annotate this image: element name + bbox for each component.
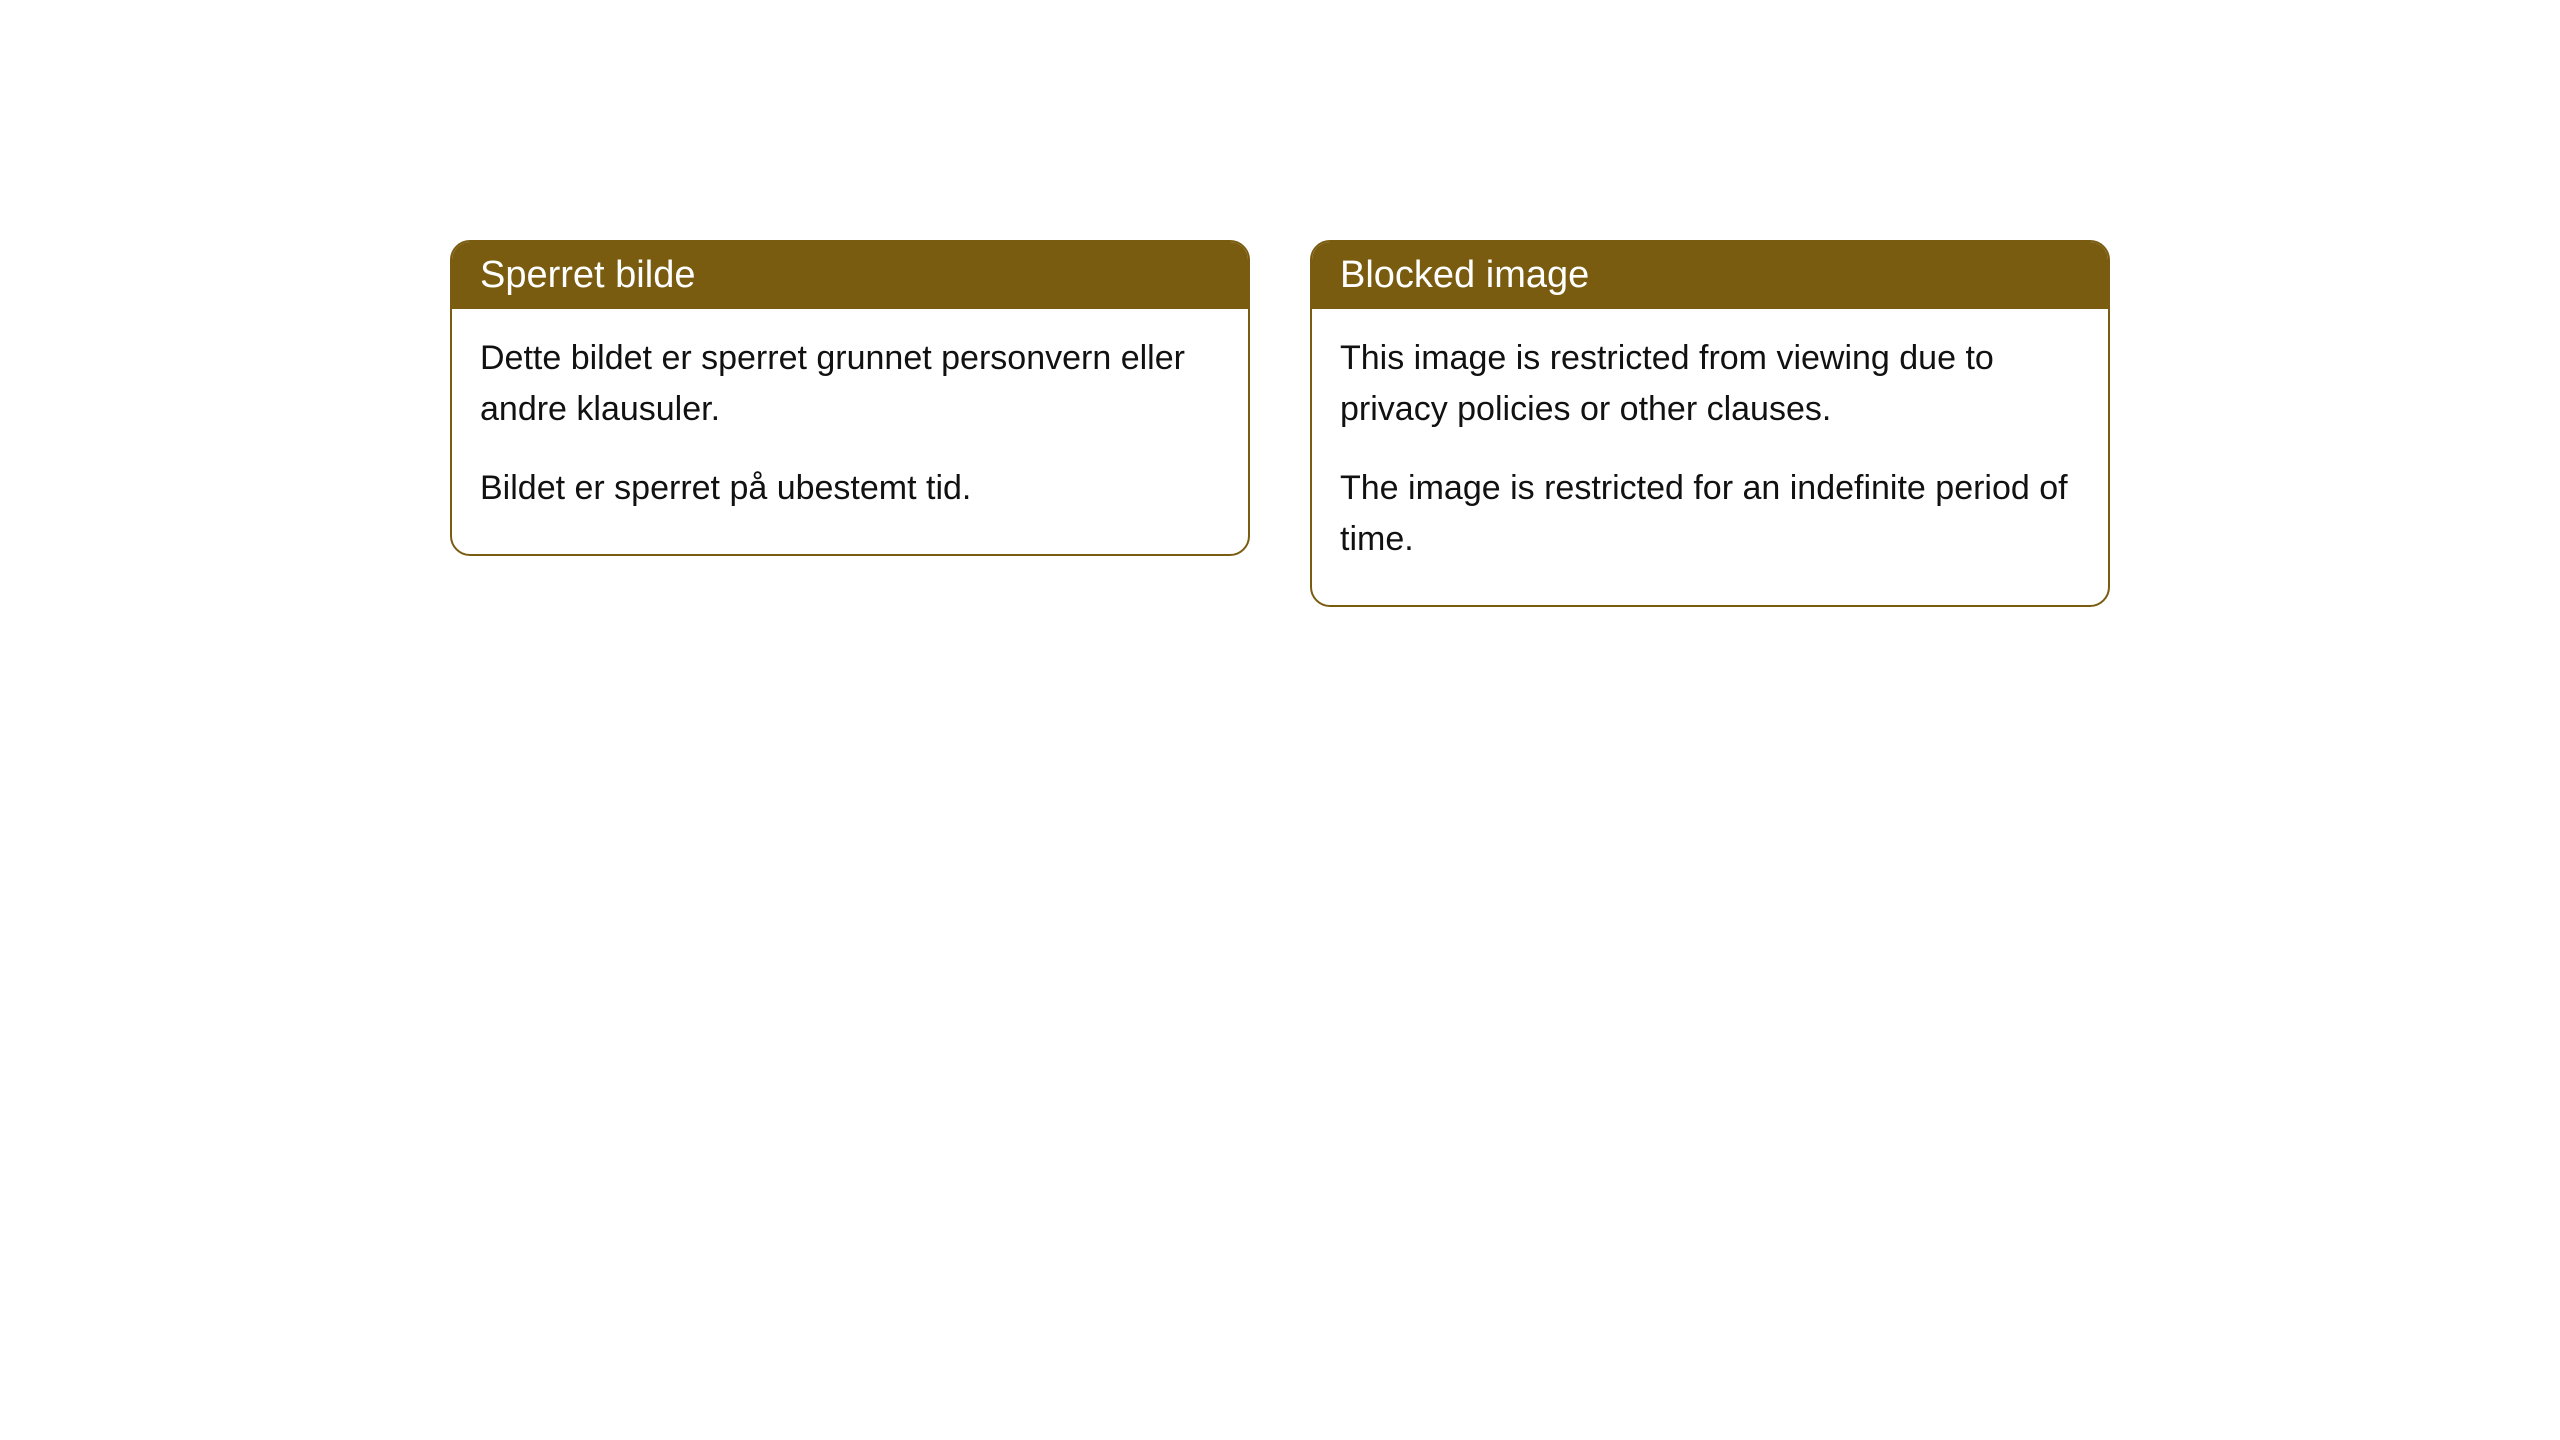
card-paragraph: Bildet er sperret på ubestemt tid. xyxy=(480,463,1220,514)
card-body-english: This image is restricted from viewing du… xyxy=(1312,309,2108,605)
card-paragraph: This image is restricted from viewing du… xyxy=(1340,333,2080,435)
card-header-norwegian: Sperret bilde xyxy=(452,242,1248,309)
card-body-norwegian: Dette bildet er sperret grunnet personve… xyxy=(452,309,1248,554)
notice-cards-container: Sperret bilde Dette bildet er sperret gr… xyxy=(0,0,2560,847)
blocked-image-card-english: Blocked image This image is restricted f… xyxy=(1310,240,2110,607)
card-paragraph: Dette bildet er sperret grunnet personve… xyxy=(480,333,1220,435)
card-header-english: Blocked image xyxy=(1312,242,2108,309)
blocked-image-card-norwegian: Sperret bilde Dette bildet er sperret gr… xyxy=(450,240,1250,556)
card-title: Sperret bilde xyxy=(480,254,695,296)
card-title: Blocked image xyxy=(1340,254,1589,296)
card-paragraph: The image is restricted for an indefinit… xyxy=(1340,463,2080,565)
